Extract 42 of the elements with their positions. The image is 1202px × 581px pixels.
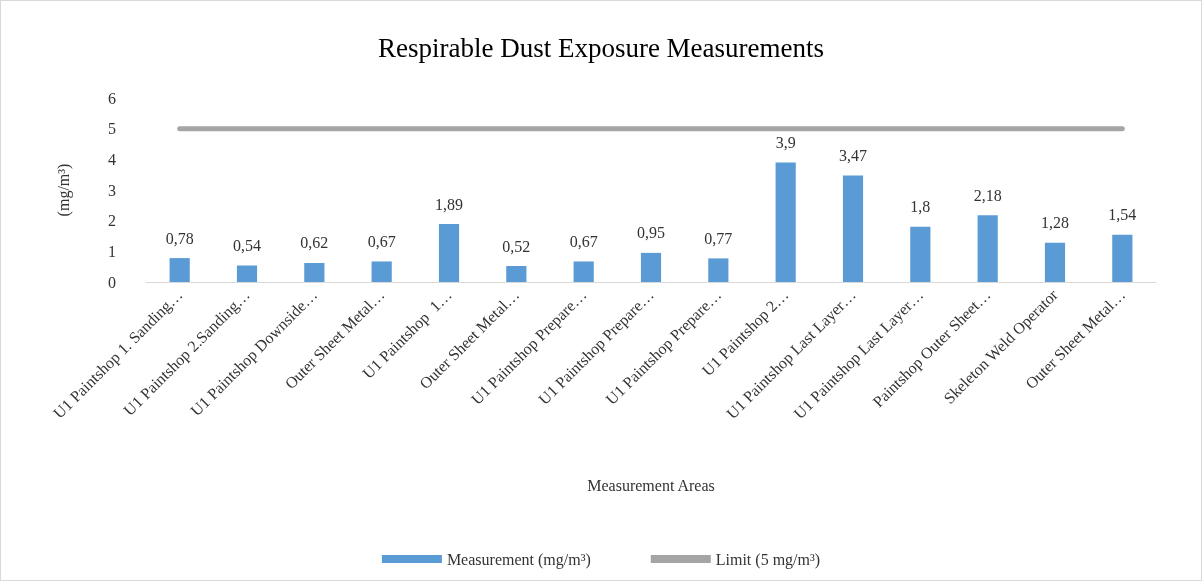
bar <box>304 262 325 282</box>
data-label: 0,52 <box>502 237 531 255</box>
y-tick-label: 0 <box>108 273 116 291</box>
data-label: 1,54 <box>1108 206 1137 224</box>
chart-title: Respirable Dust Exposure Measurements <box>377 32 825 63</box>
data-label: 0,95 <box>637 224 665 242</box>
data-label: 3,47 <box>839 147 867 165</box>
data-label: 1,8 <box>910 198 931 216</box>
bar <box>506 266 527 282</box>
y-tick-label: 3 <box>108 181 116 199</box>
bar <box>1112 234 1133 282</box>
data-label: 0,67 <box>367 232 396 250</box>
bar <box>573 261 594 282</box>
legend-label: Measurement (mg/m³) <box>446 550 591 569</box>
legend-label: Limit (5 mg/m³) <box>715 550 821 569</box>
y-tick-label: 6 <box>108 89 116 107</box>
y-tick-label: 1 <box>108 242 116 260</box>
bar <box>1044 242 1066 282</box>
data-label: 0,67 <box>569 232 598 250</box>
x-axis-title: Measurement Areas <box>587 476 715 494</box>
data-label: 1,28 <box>1041 214 1069 232</box>
y-tick-label: 4 <box>108 150 116 168</box>
data-label: 0,78 <box>165 229 194 247</box>
bar <box>236 265 258 282</box>
bar <box>842 175 864 282</box>
bar <box>708 258 729 282</box>
bar <box>438 224 460 282</box>
data-label: 0,62 <box>300 234 329 252</box>
bar <box>640 252 662 282</box>
bar <box>775 162 796 282</box>
y-tick-label: 2 <box>108 212 116 230</box>
data-label: 3,9 <box>775 133 796 151</box>
data-label: 2,18 <box>973 186 1002 204</box>
y-axis-title: (mg/m³) <box>54 163 73 217</box>
bar <box>371 261 392 282</box>
data-label: 0,54 <box>233 236 261 254</box>
y-tick-label: 5 <box>108 120 116 138</box>
data-label: 1,89 <box>435 195 463 213</box>
bar <box>169 258 190 282</box>
bar <box>977 215 998 282</box>
bar <box>910 226 931 282</box>
data-label: 0,77 <box>704 229 733 247</box>
